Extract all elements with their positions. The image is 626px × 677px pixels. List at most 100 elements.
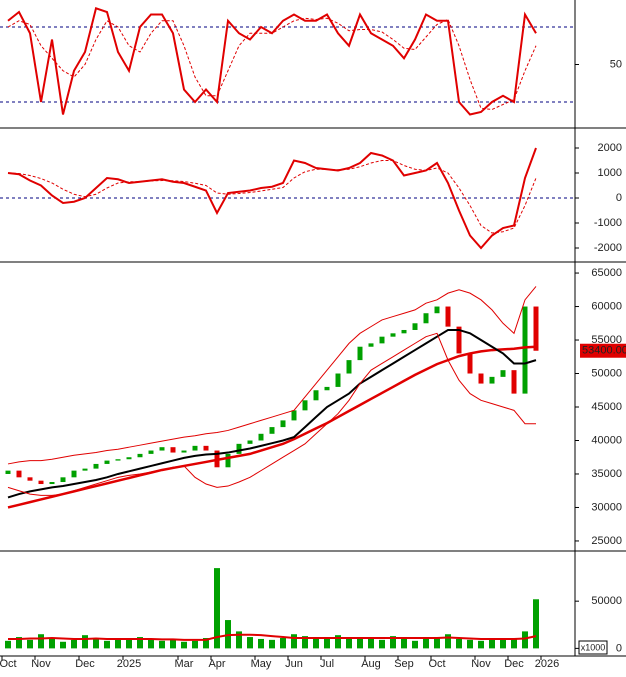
x-tick-label: Sep [394,658,414,670]
candle [346,360,352,374]
y-tick-label: -1000 [594,217,622,229]
volume-bar [170,639,176,649]
candle [456,326,462,354]
candle [423,313,429,324]
candle [302,400,308,411]
x-tick-label: 2026 [535,658,559,670]
volume-bar [5,640,11,649]
y-tick-label: 50000 [591,595,622,607]
y-tick-label: 25000 [591,535,622,547]
x-tick-label: May [251,658,272,670]
volume-bar [401,638,407,649]
y-tick-label: 50 [610,58,622,70]
volume-bar [126,639,132,649]
unit-box [578,640,608,655]
volume-bar [324,638,330,649]
volume-bar [511,638,517,649]
indicator-line [7,328,537,499]
candle [511,370,517,394]
candle [49,482,55,485]
volume-bar [346,638,352,649]
volume-bar [38,634,44,649]
candle [137,453,143,458]
candle [170,447,176,453]
candle [258,433,264,441]
candle [16,470,22,478]
y-tick-label: 30000 [591,501,622,513]
last-price-box [580,343,626,358]
volume-bar [159,640,165,649]
volume-bar [500,639,506,649]
indicator-line [7,6,537,116]
candle [445,306,451,327]
volume-bar [82,635,88,649]
volume-bar [478,640,484,649]
volume-bar [467,639,473,649]
last-price-label: 53400.00 [582,345,626,357]
candle [291,410,297,421]
x-tick-label: Mar [175,658,194,670]
volume-bar [445,634,451,649]
volume-bar [247,637,253,649]
volume-bar [368,637,374,649]
candle [368,343,374,347]
candle [93,463,99,469]
y-tick-label: 1000 [598,167,622,179]
candle [357,346,363,361]
candle [148,450,154,454]
candle [71,470,77,478]
candle [236,443,242,454]
candle [335,373,341,387]
candle [269,427,275,434]
indicator-line [7,286,537,465]
x-tick-label: 2025 [117,658,141,670]
candle [38,480,44,485]
x-tick-label: Nov [471,658,491,670]
x-tick-label: Jun [285,658,303,670]
candle [181,450,187,453]
volume-bar [258,638,264,649]
y-tick-label: 55000 [591,334,622,346]
volume-bar [71,639,77,649]
volume-bar [181,641,187,649]
volume-bar [93,638,99,649]
x-tick-label: Apr [208,658,225,670]
volume-bar [16,637,22,649]
candle [82,468,88,471]
volume-bar [291,634,297,649]
candle [159,447,165,451]
volume-bar [203,638,209,649]
volume-bar [522,631,528,649]
candle [478,373,484,384]
candle [126,457,132,460]
indicator-line [7,147,537,250]
y-tick-label: 35000 [591,468,622,480]
y-tick-label: 40000 [591,434,622,446]
indicator-line [7,17,537,111]
y-tick-label: 50000 [591,367,622,379]
volume-bar [357,638,363,649]
volume-bar [423,637,429,649]
y-tick-label: 2000 [598,142,622,154]
volume-bar [137,637,143,649]
candle [27,477,33,481]
x-tick-label: Oct [0,658,17,670]
volume-bar [214,568,220,649]
indicator-line [8,633,537,641]
indicator-line [7,332,536,496]
unit-label: x1000 [581,642,606,652]
volume-bar [148,638,154,649]
y-tick-label: 0 [616,192,622,204]
candle [115,459,121,461]
y-tick-label: -2000 [594,242,622,254]
x-tick-label: Aug [361,658,381,670]
volume-bar [280,638,286,649]
x-tick-label: Dec [504,658,524,670]
candle [104,460,110,464]
candle [60,477,66,483]
candle [247,440,253,444]
volume-bar [489,638,495,649]
candle [390,333,396,337]
volume-bar [412,640,418,649]
